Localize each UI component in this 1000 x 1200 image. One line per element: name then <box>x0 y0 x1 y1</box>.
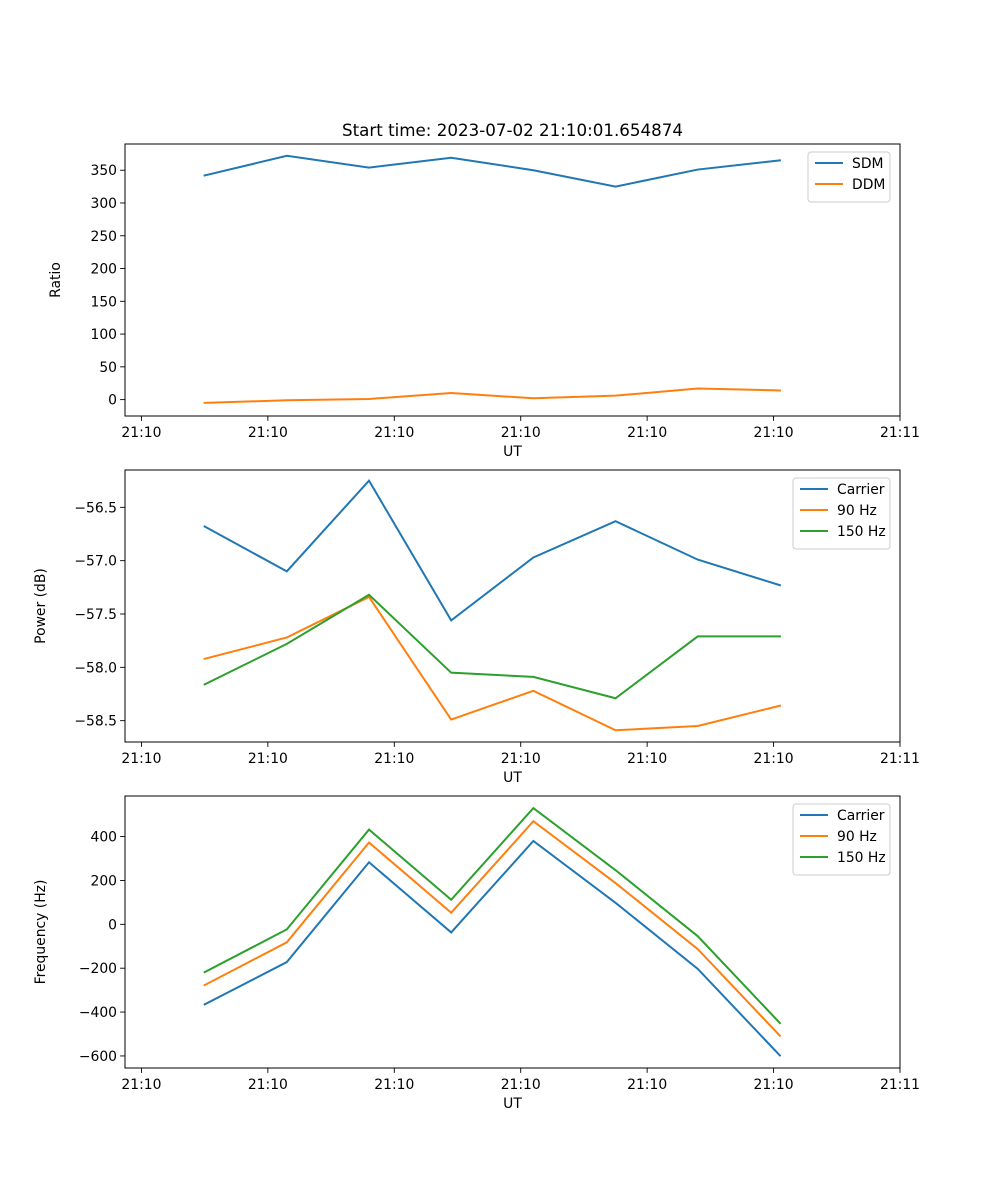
x-tick-label: 21:10 <box>501 751 541 767</box>
x-tick-label: 21:10 <box>121 1077 161 1093</box>
y-tick-label: 250 <box>90 229 117 245</box>
y-tick-label: 200 <box>90 262 117 278</box>
power-y-axis-label: Power (dB) <box>33 568 49 644</box>
y-tick-label: −58.5 <box>74 714 117 730</box>
power-axes-frame <box>124 469 901 743</box>
ratio-subplot: 21:10 21:10 21:10 21:10 21:10 21:10 21:11 0 50 10… <box>48 120 920 460</box>
y-tick-label: −56.5 <box>74 500 117 516</box>
ratio-axes-frame <box>124 143 901 417</box>
legend-label: SDM <box>852 156 884 172</box>
y-tick-label: 350 <box>90 163 117 179</box>
x-tick-label: 21:10 <box>121 751 161 767</box>
x-tick-label: 21:10 <box>374 425 414 441</box>
x-tick-label: 21:10 <box>248 1077 288 1093</box>
x-tick-label: 21:10 <box>627 1077 667 1093</box>
series-line-carrier <box>203 478 782 622</box>
x-tick-label: 21:10 <box>501 425 541 441</box>
frequency-subplot: 21:10 21:10 21:10 21:10 21:10 21:10 21:11 −600 −… <box>33 795 920 1112</box>
legend-label: Carrier <box>837 482 885 498</box>
y-tick-label: 200 <box>90 873 117 889</box>
x-tick-label: 21:11 <box>880 751 920 767</box>
ratio-y-axis-label: Ratio <box>48 262 64 298</box>
ratio-x-axis-label: UT <box>503 444 522 460</box>
frequency-axes-frame <box>124 795 901 1069</box>
x-tick-label: 21:10 <box>248 751 288 767</box>
x-tick-label: 21:10 <box>627 751 667 767</box>
legend-label: 90 Hz <box>837 829 877 845</box>
x-tick-label: 21:10 <box>754 751 794 767</box>
y-tick-label: 0 <box>108 917 117 933</box>
legend-label: 150 Hz <box>837 524 886 540</box>
series-line-150-hz <box>203 806 782 1025</box>
y-tick-label: 300 <box>90 196 117 212</box>
y-tick-label: 100 <box>90 327 117 343</box>
x-tick-label: 21:10 <box>248 425 288 441</box>
legend-label: 150 Hz <box>837 850 886 866</box>
x-tick-label: 21:10 <box>627 425 667 441</box>
series-line-ddm <box>203 387 781 404</box>
frequency-x-axis-label: UT <box>503 1096 522 1112</box>
x-tick-label: 21:10 <box>501 1077 541 1093</box>
series-line-sdm <box>203 154 781 188</box>
y-tick-label: 150 <box>90 294 117 310</box>
y-tick-label: −57.0 <box>74 554 117 570</box>
y-tick-label: −400 <box>79 1005 117 1021</box>
legend-label: Carrier <box>837 808 885 824</box>
y-tick-label: 400 <box>90 830 117 846</box>
power-x-axis-label: UT <box>503 770 522 786</box>
frequency-y-axis-label: Frequency (Hz) <box>33 880 49 985</box>
y-tick-label: 50 <box>99 360 117 376</box>
series-line-150-hz <box>203 593 781 700</box>
y-tick-label: −57.5 <box>74 607 117 623</box>
series-line-carrier <box>203 839 782 1057</box>
x-tick-label: 21:10 <box>121 425 161 441</box>
y-tick-label: −58.0 <box>74 660 117 676</box>
y-tick-label: −200 <box>79 961 117 977</box>
chart-title: Start time: 2023-07-02 21:10:01.654874 <box>342 120 683 140</box>
y-tick-label: −600 <box>79 1049 117 1065</box>
series-line-90-hz <box>203 595 782 732</box>
legend-label: DDM <box>852 177 885 193</box>
x-tick-label: 21:11 <box>880 1077 920 1093</box>
x-tick-label: 21:10 <box>754 1077 794 1093</box>
x-tick-label: 21:10 <box>374 751 414 767</box>
x-tick-label: 21:11 <box>880 425 920 441</box>
power-subplot: 21:10 21:10 21:10 21:10 21:10 21:10 21:11 −58.5… <box>33 469 920 786</box>
x-tick-label: 21:10 <box>374 1077 414 1093</box>
legend-box <box>807 151 891 203</box>
x-tick-label: 21:10 <box>754 425 794 441</box>
series-line-90-hz <box>203 819 782 1038</box>
y-tick-label: 0 <box>108 393 117 409</box>
legend-label: 90 Hz <box>837 503 877 519</box>
